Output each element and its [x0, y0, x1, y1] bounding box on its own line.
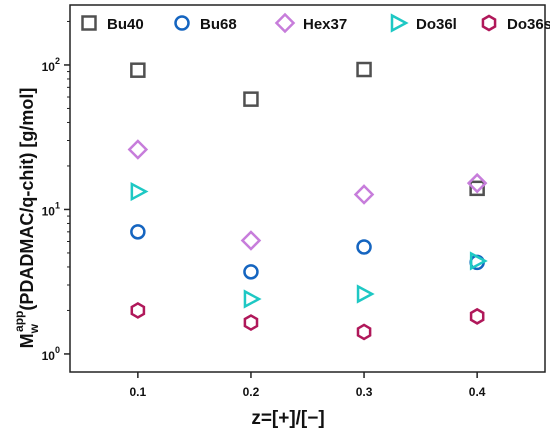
legend-label: Bu40	[107, 16, 144, 33]
data-point	[243, 314, 259, 331]
data-point	[356, 284, 375, 304]
legend: Bu40 Bu68 Hex37 Do36l Do36s	[81, 12, 550, 34]
data-point	[240, 230, 262, 251]
data-point	[130, 62, 146, 78]
legend-label: Hex37	[303, 16, 347, 33]
data-point	[469, 251, 488, 271]
y-tick-label: 100	[42, 345, 60, 363]
plot-frame	[69, 4, 546, 373]
y-axis-title: Mwapp(PDADMAC/q-chit) [g/mol]	[12, 88, 41, 349]
legend-item: Do36s	[481, 14, 550, 33]
x-tick-label: 0.4	[469, 385, 486, 399]
data-point	[469, 180, 485, 197]
data-point	[127, 139, 149, 160]
data-point	[469, 307, 485, 325]
legend-marker	[81, 15, 97, 31]
y-axis-title-sup: app	[12, 311, 26, 332]
x-tick-label: 0.2	[243, 385, 260, 399]
legend-label: Bu68	[200, 16, 237, 33]
legend-item: Hex37	[274, 12, 347, 34]
data-point	[130, 224, 146, 240]
data-point	[356, 61, 372, 78]
series-hex37	[127, 139, 488, 251]
x-tick-label: 0.1	[130, 385, 147, 399]
data-point	[356, 323, 372, 341]
data-point	[243, 264, 259, 280]
legend-label: Do36s	[507, 16, 550, 33]
data-points	[127, 61, 488, 341]
data-point	[130, 181, 149, 202]
legend-marker	[274, 12, 296, 34]
x-tick-label: 0.3	[356, 385, 373, 399]
axes-frame	[69, 4, 546, 373]
data-point	[130, 302, 146, 319]
series-do36s	[130, 302, 485, 341]
data-point	[356, 239, 372, 255]
series-bu68	[130, 224, 485, 280]
series-bu40	[130, 61, 485, 197]
legend-marker	[390, 13, 409, 33]
y-axis-title-sub: w	[27, 323, 41, 334]
y-tick-label: 102	[42, 56, 60, 74]
series-do36l	[130, 181, 488, 309]
legend-label: Do36l	[416, 16, 457, 33]
legend-item: Do36l	[390, 13, 457, 33]
y-axis-title-rest: (PDADMAC/q-chit) [g/mol]	[17, 88, 37, 311]
data-point	[466, 172, 488, 194]
legend-item: Bu40	[81, 15, 144, 33]
data-point	[353, 184, 375, 205]
data-point	[243, 289, 262, 309]
x-axis-title: z=[+]/[−]	[251, 408, 324, 429]
y-tick-label: 101	[42, 200, 60, 218]
legend-marker	[481, 14, 497, 32]
legend-item: Bu68	[174, 15, 237, 33]
axis-ticks: 0.1 0.2 0.3 0.4 100 101 102	[42, 20, 486, 399]
legend-marker	[174, 15, 190, 31]
data-point	[243, 91, 259, 107]
y-axis-title-main: M	[17, 333, 37, 348]
